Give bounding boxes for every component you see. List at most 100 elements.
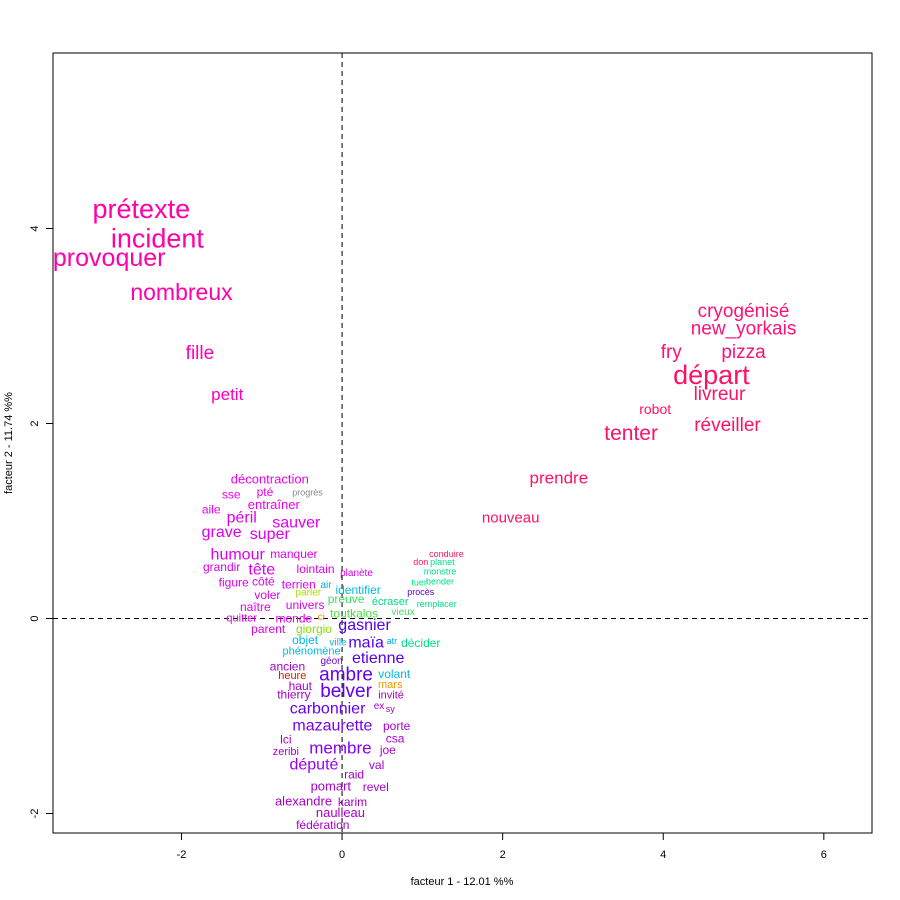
word-label: mars <box>378 679 403 691</box>
y-tick-label: 4 <box>29 225 41 231</box>
word-label: grave <box>202 524 242 541</box>
word-label: terrien <box>282 577 316 591</box>
word-label: provoquer <box>53 244 166 272</box>
x-tick-label: 2 <box>500 849 506 861</box>
word-label: maïa <box>348 634 384 651</box>
word-label: figure <box>219 575 249 589</box>
word-label: parent <box>251 622 286 636</box>
word-label: toutkalos <box>330 607 378 621</box>
word-label: naître <box>240 600 271 614</box>
word-label: phénomène <box>282 646 340 658</box>
word-label: etienne <box>352 650 405 667</box>
y-axis-title: facteur 2 - 11.74 %% <box>3 392 15 494</box>
word-label: lointain <box>297 562 335 576</box>
word-label: petit <box>211 385 243 404</box>
word-label: quitter <box>226 613 257 625</box>
word-label: atr <box>387 636 398 646</box>
word-label: humour <box>211 547 266 564</box>
word-label: preuve <box>328 592 365 606</box>
word-label: gasnier <box>338 617 391 634</box>
x-tick-label: 0 <box>339 849 345 861</box>
word-label: pizza <box>721 342 766 363</box>
word-label: monde <box>276 612 313 626</box>
word-label: progrès <box>292 488 323 498</box>
word-label: alexandre <box>275 793 332 808</box>
word-label: robot <box>639 401 671 417</box>
word-label: lci <box>280 732 291 746</box>
x-tick-label: 6 <box>821 849 827 861</box>
word-label: univers <box>286 598 325 612</box>
x-tick-label: 4 <box>660 849 666 861</box>
word-label: ambre <box>319 665 373 686</box>
word-label: planet <box>430 557 455 567</box>
word-label: décider <box>401 636 440 650</box>
word-label: prétexte <box>93 194 191 224</box>
word-label: géon <box>320 656 342 667</box>
y-tick-label: -2 <box>29 809 41 819</box>
word-label: fédération <box>296 818 349 832</box>
x-axis-title: facteur 1 - 12.01 %% <box>411 876 514 888</box>
y-tick-label: 0 <box>29 615 41 621</box>
x-tick-label: -2 <box>177 849 187 861</box>
word-label: livreur <box>694 384 746 405</box>
word-label: don <box>413 557 428 567</box>
word-label: pté <box>257 485 274 499</box>
word-label: karim <box>338 795 367 809</box>
word-label: prendre <box>530 469 589 488</box>
word-label: nouveau <box>482 510 540 527</box>
word-label: porte <box>383 719 411 733</box>
word-label: planète <box>340 568 373 579</box>
word-label: tête <box>248 561 275 578</box>
word-label: ex <box>374 701 385 712</box>
word-label: manquer <box>270 547 317 561</box>
word-label: incident <box>111 223 205 253</box>
word-label: monstre <box>424 567 457 577</box>
word-label: aile <box>202 502 221 516</box>
word-label: nombreux <box>130 279 233 305</box>
word-label: membre <box>309 739 371 758</box>
x-axis: -2 0 2 4 6 <box>177 833 827 861</box>
word-label: belver <box>320 681 372 702</box>
word-label: mazaurette <box>292 717 372 734</box>
word-label: fry <box>661 342 683 363</box>
word-label: heure <box>278 670 306 682</box>
word-label: new_yorkais <box>691 318 797 339</box>
word-label: super <box>250 526 291 543</box>
word-label: cryogénisé <box>698 301 790 322</box>
word-label: péril <box>227 510 257 527</box>
word-label: décontraction <box>231 472 309 487</box>
word-label: député <box>289 756 338 773</box>
word-label: remplacer <box>417 599 457 609</box>
word-label: sauver <box>272 514 321 531</box>
word-label: invité <box>378 690 404 702</box>
word-label: côté <box>252 574 275 588</box>
y-axis: -2 0 2 4 <box>29 225 53 818</box>
word-label: tuer <box>411 577 427 587</box>
y-tick-label: 2 <box>29 420 41 426</box>
word-label: conduire <box>429 549 464 559</box>
word-label: csa <box>386 731 405 745</box>
word-label: procès <box>407 587 435 597</box>
word-label: zeribi <box>273 746 299 758</box>
word-label: départ <box>673 360 750 390</box>
word-label: fille <box>186 343 215 364</box>
word-label: ci <box>318 612 325 623</box>
word-label: revel <box>363 780 389 794</box>
word-label: parler <box>296 588 322 599</box>
word-label: écraser <box>372 596 409 608</box>
word-label: sse <box>222 488 241 502</box>
word-label: ville <box>329 637 347 648</box>
word-label: val <box>369 758 384 772</box>
plot-frame <box>52 52 873 834</box>
word-label: air <box>320 580 332 591</box>
word-label: entraîner <box>248 497 301 512</box>
word-label: sy <box>386 704 396 714</box>
word-label: raid <box>344 768 364 782</box>
word-label: vieux <box>391 607 414 618</box>
word-label: objet <box>292 633 319 647</box>
word-label: tenter <box>604 422 658 445</box>
word-label: volant <box>378 667 411 681</box>
word-label: pomart <box>311 779 352 794</box>
